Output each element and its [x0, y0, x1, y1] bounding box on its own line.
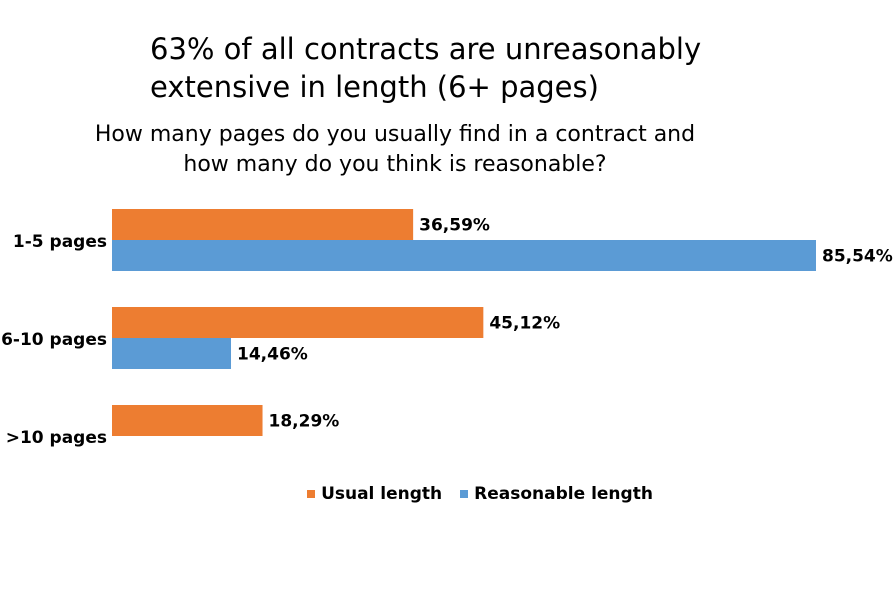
category-label: >10 pages	[6, 428, 107, 448]
category-label: 6-10 pages	[1, 330, 107, 350]
data-label: 18,29%	[269, 412, 340, 432]
chart-subtitle: How many pages do you usually find in a …	[94, 122, 696, 177]
bar-usual-1	[112, 307, 484, 338]
legend-swatch	[307, 490, 316, 498]
data-label: 14,46%	[237, 345, 308, 365]
bar-usual-2	[112, 405, 263, 436]
legend-label: Reasonable length	[474, 484, 653, 504]
bar-reasonable-1	[112, 338, 232, 369]
data-label: 36,59%	[419, 216, 490, 236]
legend-item: Reasonable length	[460, 484, 653, 504]
legend-label: Usual length	[321, 484, 443, 504]
data-label: 85,54%	[822, 247, 893, 267]
legend-swatch	[460, 490, 469, 498]
legend-item: Usual length	[307, 484, 442, 504]
bar-reasonable-0	[112, 240, 816, 271]
chart-legend: Usual length Reasonable length	[0, 484, 895, 504]
bar-usual-0	[112, 209, 414, 240]
chart-title: 63% of all contracts are unreasonably ex…	[150, 32, 702, 104]
data-label: 45,12%	[489, 314, 560, 334]
category-label: 1-5 pages	[13, 232, 107, 252]
